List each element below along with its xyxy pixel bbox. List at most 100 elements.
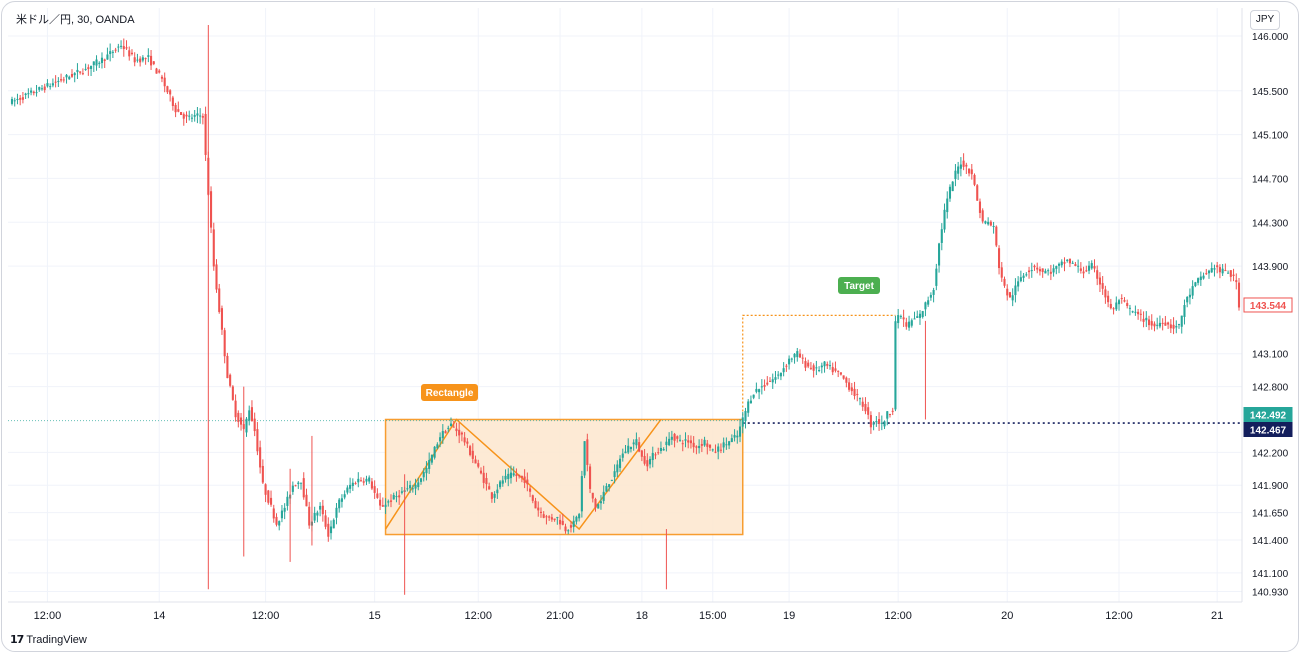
- candle-body: [648, 458, 652, 465]
- candle-body: [627, 445, 630, 453]
- candle-body: [389, 500, 393, 502]
- candle-body: [381, 505, 384, 507]
- candle-body: [10, 98, 14, 104]
- candle-body: [1120, 298, 1123, 300]
- candle-body: [387, 501, 390, 503]
- candle-body: [406, 488, 409, 490]
- candle-body: [695, 446, 698, 448]
- candle-body: [774, 377, 777, 380]
- candle-body: [1142, 318, 1145, 322]
- candle-body: [616, 464, 619, 473]
- candle-body: [234, 400, 237, 418]
- candle-body: [643, 455, 646, 464]
- candle-body: [147, 55, 150, 57]
- candle-body: [858, 398, 862, 400]
- candle-body: [523, 476, 526, 483]
- candle-body: [659, 447, 662, 451]
- candle-body: [256, 429, 259, 452]
- candle-body: [125, 47, 128, 49]
- candle-body: [668, 438, 671, 446]
- candle-body: [916, 316, 919, 318]
- candle-body: [439, 437, 442, 442]
- candle-body: [218, 288, 221, 312]
- candle-body: [719, 449, 722, 451]
- candle-body: [373, 486, 376, 493]
- candle-body: [1071, 262, 1074, 264]
- candle-body: [327, 523, 330, 537]
- y-tick-label: 145.500: [1252, 87, 1289, 98]
- candle-body: [1041, 268, 1044, 272]
- candle-body: [842, 375, 845, 379]
- candle-body: [929, 294, 932, 298]
- candle-body: [938, 243, 941, 266]
- candle-body: [204, 113, 207, 155]
- candle-body: [1003, 278, 1006, 286]
- candle-body: [1096, 270, 1099, 279]
- rectangle-box: [384, 418, 744, 536]
- candle-body: [763, 385, 766, 387]
- target-bracket: [742, 314, 896, 420]
- candle-body: [169, 90, 172, 95]
- candle-body: [651, 452, 654, 461]
- candle-body: [894, 321, 897, 410]
- candle-body: [466, 441, 469, 444]
- candle-body: [411, 488, 414, 490]
- candle-body: [1112, 308, 1115, 310]
- candle-body: [921, 311, 924, 317]
- candle-body: [49, 86, 52, 88]
- candle-body: [449, 423, 453, 427]
- rectangle-pattern[interactable]: [384, 314, 896, 536]
- candle-body: [392, 495, 395, 500]
- candle-body: [87, 67, 90, 70]
- annotations: Rectangle Target 143.544 142.492 142.467: [421, 277, 1293, 437]
- candle-body: [692, 442, 695, 448]
- candle-body: [905, 322, 908, 327]
- candle-body: [1227, 272, 1230, 274]
- candle-body: [469, 446, 472, 455]
- candle-body: [128, 50, 131, 57]
- candle-body: [1139, 313, 1142, 315]
- current-price-label: 142.492: [1250, 411, 1287, 422]
- candle-body: [1235, 280, 1238, 283]
- candle-body: [531, 495, 534, 501]
- candle-body: [313, 513, 316, 521]
- x-tick-label: 21: [1211, 610, 1223, 622]
- candle-body: [1172, 324, 1175, 329]
- candle-body: [114, 49, 117, 51]
- candle-body: [755, 388, 758, 392]
- candle-body: [1085, 270, 1088, 272]
- candle-body: [804, 361, 807, 368]
- candle-body: [1033, 265, 1036, 268]
- candle-body: [433, 446, 436, 458]
- candle-body: [618, 458, 622, 468]
- candle-body: [580, 476, 583, 512]
- candle-body: [1175, 326, 1178, 328]
- candle-body: [706, 443, 709, 447]
- candle-body: [831, 367, 834, 373]
- currency-button[interactable]: JPY: [1250, 10, 1280, 30]
- candle-body: [613, 471, 616, 478]
- candle-body: [512, 473, 515, 476]
- candle-body: [46, 83, 49, 87]
- candle-body: [141, 57, 144, 61]
- brand[interactable]: 17 TradingView: [10, 633, 87, 646]
- candle-body: [1180, 315, 1183, 327]
- candle-body: [867, 407, 870, 415]
- candle-body: [654, 454, 657, 456]
- candle-body: [444, 431, 447, 434]
- candle-body: [261, 465, 264, 483]
- candle-body: [259, 447, 262, 468]
- candle-body: [264, 484, 267, 495]
- candle-body: [992, 226, 995, 228]
- candle-body: [818, 369, 821, 371]
- candle-body: [499, 481, 502, 488]
- candle-body: [283, 507, 286, 512]
- candle-body: [760, 386, 763, 388]
- candle-body: [507, 473, 510, 479]
- candle-body: [766, 382, 769, 385]
- candle-body: [1188, 294, 1191, 298]
- candle-body: [477, 463, 480, 467]
- candle-body: [1126, 303, 1129, 306]
- candle-body: [809, 367, 812, 369]
